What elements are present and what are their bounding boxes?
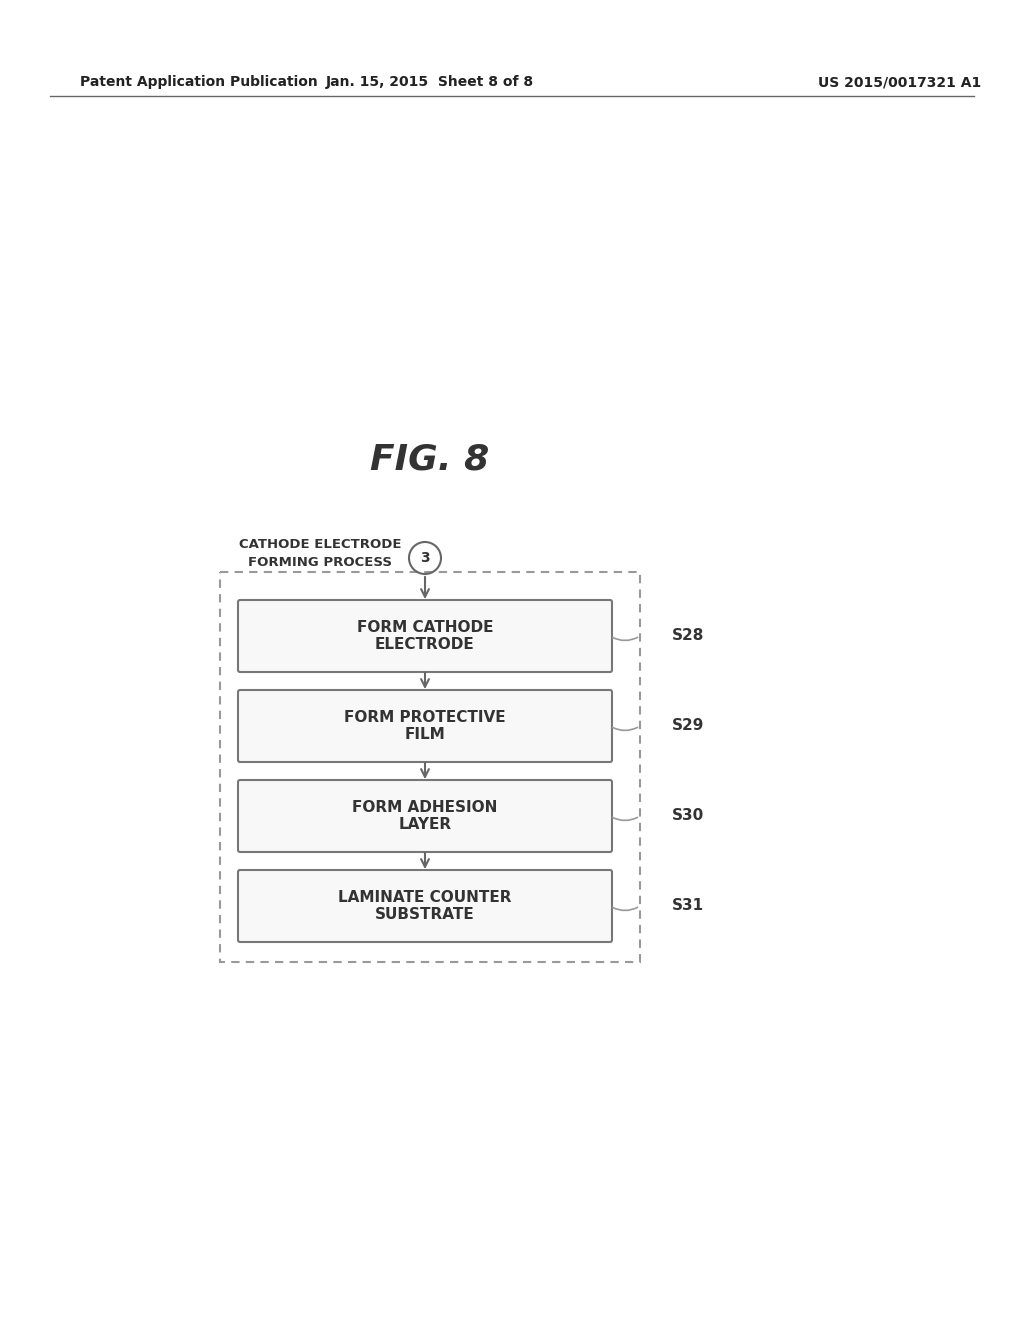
Text: FORMING PROCESS: FORMING PROCESS <box>248 556 392 569</box>
Text: S30: S30 <box>672 808 705 824</box>
Text: Patent Application Publication: Patent Application Publication <box>80 75 317 88</box>
FancyBboxPatch shape <box>238 780 612 851</box>
Text: LAMINATE COUNTER
SUBSTRATE: LAMINATE COUNTER SUBSTRATE <box>338 890 512 923</box>
Text: S29: S29 <box>672 718 705 734</box>
FancyBboxPatch shape <box>238 690 612 762</box>
FancyBboxPatch shape <box>238 870 612 942</box>
Text: CATHODE ELECTRODE: CATHODE ELECTRODE <box>239 537 401 550</box>
Text: FORM CATHODE
ELECTRODE: FORM CATHODE ELECTRODE <box>356 620 494 652</box>
Text: FORM ADHESION
LAYER: FORM ADHESION LAYER <box>352 800 498 832</box>
Text: FORM PROTECTIVE
FILM: FORM PROTECTIVE FILM <box>344 710 506 742</box>
Text: FIG. 8: FIG. 8 <box>371 444 489 477</box>
Text: Jan. 15, 2015  Sheet 8 of 8: Jan. 15, 2015 Sheet 8 of 8 <box>326 75 535 88</box>
Text: 3: 3 <box>420 550 430 565</box>
Bar <box>220 572 640 962</box>
Text: S28: S28 <box>672 628 705 644</box>
Text: S31: S31 <box>672 899 705 913</box>
FancyBboxPatch shape <box>238 601 612 672</box>
Text: US 2015/0017321 A1: US 2015/0017321 A1 <box>818 75 982 88</box>
